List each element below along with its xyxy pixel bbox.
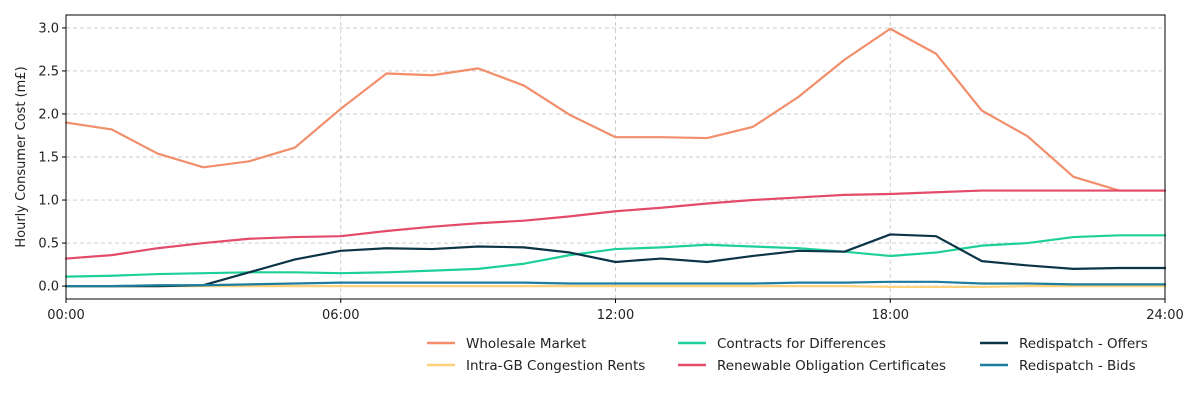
- series-line-4: [64, 233, 1167, 288]
- series-line-3: [64, 189, 1167, 260]
- x-tick-label: 00:00: [47, 308, 84, 323]
- legend-item: Renewable Obligation Certificates: [678, 358, 946, 374]
- x-tick-label: 12:00: [597, 308, 634, 323]
- legend-item: Wholesale Market: [427, 336, 586, 352]
- y-axis-label: Hourly Consumer Cost (m£): [14, 66, 29, 247]
- series-line-1: [64, 284, 1167, 289]
- legend-label: Intra-GB Congestion Rents: [466, 358, 645, 374]
- x-tick-label: 18:00: [872, 308, 909, 323]
- x-tick-label: 06:00: [322, 308, 359, 323]
- y-tick-label: 0.5: [38, 237, 59, 252]
- legend-item: Contracts for Differences: [678, 336, 886, 352]
- axes: 0.0 0.5 1.0 1.5 2.0 2.5 3.0 00:00 06:00 12:00 18:0…: [38, 21, 1183, 323]
- y-tick-label: 2.0: [38, 107, 59, 122]
- legend-label: Redispatch - Offers: [1019, 336, 1148, 352]
- legend-label: Redispatch - Bids: [1019, 358, 1136, 374]
- legend-item: Intra-GB Congestion Rents: [427, 358, 645, 374]
- series-line-0: [64, 27, 1167, 192]
- legend-label: Renewable Obligation Certificates: [717, 358, 946, 374]
- y-tick-label: 0.0: [38, 280, 59, 295]
- legend-label: Contracts for Differences: [717, 336, 886, 352]
- legend-label: Wholesale Market: [466, 336, 586, 352]
- legend-item: Redispatch - Bids: [980, 358, 1136, 374]
- y-tick-label: 2.5: [38, 64, 59, 79]
- series-lines: [64, 27, 1167, 289]
- legend: Wholesale Market Intra-GB Congestion Rent…: [427, 336, 1148, 374]
- y-tick-label: 3.0: [38, 21, 59, 36]
- y-tick-label: 1.5: [38, 151, 59, 166]
- series-line-5: [64, 280, 1167, 288]
- x-tick-label: 24:00: [1146, 308, 1183, 323]
- legend-item: Redispatch - Offers: [980, 336, 1148, 352]
- y-tick-label: 1.0: [38, 194, 59, 209]
